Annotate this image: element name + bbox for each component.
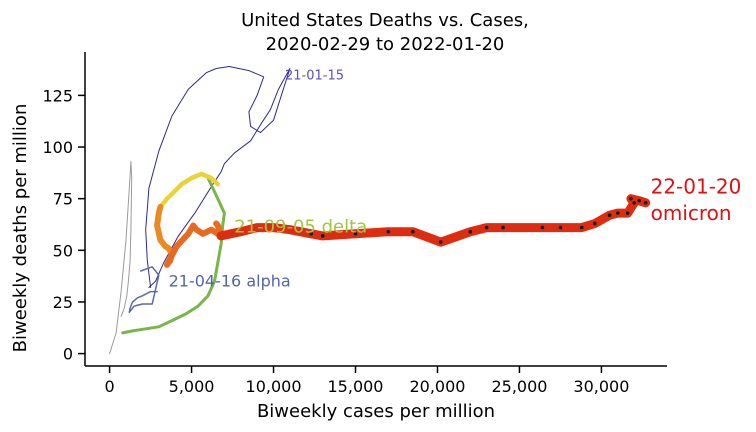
series-point <box>593 221 597 226</box>
series-line-1 <box>109 161 133 355</box>
series-point <box>468 229 473 234</box>
series-point <box>309 231 314 236</box>
series-point <box>607 213 612 217</box>
y-tick-label: 125 <box>42 86 73 105</box>
series-line-4 <box>121 176 226 335</box>
series-line-2 <box>145 66 291 288</box>
annotation-3: 21-09-05 delta <box>234 217 367 238</box>
series-point <box>629 196 633 201</box>
y-tick-label: 75 <box>53 190 73 209</box>
series-line-3 <box>128 266 160 314</box>
annotation-4: 22-01-20 <box>651 174 742 198</box>
x-tick-label: 5,000 <box>169 377 215 396</box>
series-point <box>484 225 489 230</box>
chart-subtitle: 2020-02-29 to 2022-01-20 <box>266 34 505 55</box>
y-axis-label: Biweekly deaths per million <box>10 104 31 353</box>
series-layer <box>109 66 651 355</box>
y-tick-label: 100 <box>42 138 73 157</box>
series-point <box>625 211 630 215</box>
series-point <box>353 231 358 236</box>
series-point <box>501 225 505 230</box>
x-tick-label: 20,000 <box>409 377 465 396</box>
x-axis-label: Biweekly cases per million <box>257 401 495 422</box>
series-point <box>320 234 325 238</box>
x-tick-label: 15,000 <box>328 377 384 396</box>
x-tick-label: 25,000 <box>491 377 547 396</box>
series-point <box>643 201 648 205</box>
annotation-layer: 21-01-15 21-04-16 alpha 21-09-05 delta 22-0… <box>169 69 742 291</box>
series-point <box>579 225 584 230</box>
x-tick-label: 10,000 <box>246 377 302 396</box>
series-point <box>411 229 415 234</box>
series-point <box>558 225 563 230</box>
series-line-5 <box>158 171 221 210</box>
x-tick-label: 0 <box>104 377 114 396</box>
series-point <box>637 198 641 203</box>
series-line-7 <box>164 220 225 268</box>
annotation-2: 21-04-16 alpha <box>169 271 291 290</box>
x-ticks: 0 5,000 10,000 15,000 20,000 25,000 30,000 <box>104 366 629 396</box>
chart-title: United States Deaths vs. Cases, <box>241 10 529 31</box>
series-point <box>438 240 443 244</box>
series-point <box>386 229 391 234</box>
x-tick-label: 30,000 <box>573 377 629 396</box>
series-point <box>632 201 637 205</box>
annotation-1: 21-01-15 <box>285 69 344 84</box>
y-ticks: 0 25 50 75 100 125 <box>42 86 85 364</box>
series-point <box>616 211 620 215</box>
y-tick-label: 25 <box>53 293 73 312</box>
y-tick-label: 0 <box>63 345 73 364</box>
annotation-5: omicron <box>651 201 732 225</box>
series-point <box>540 225 545 230</box>
y-tick-label: 50 <box>53 241 73 260</box>
